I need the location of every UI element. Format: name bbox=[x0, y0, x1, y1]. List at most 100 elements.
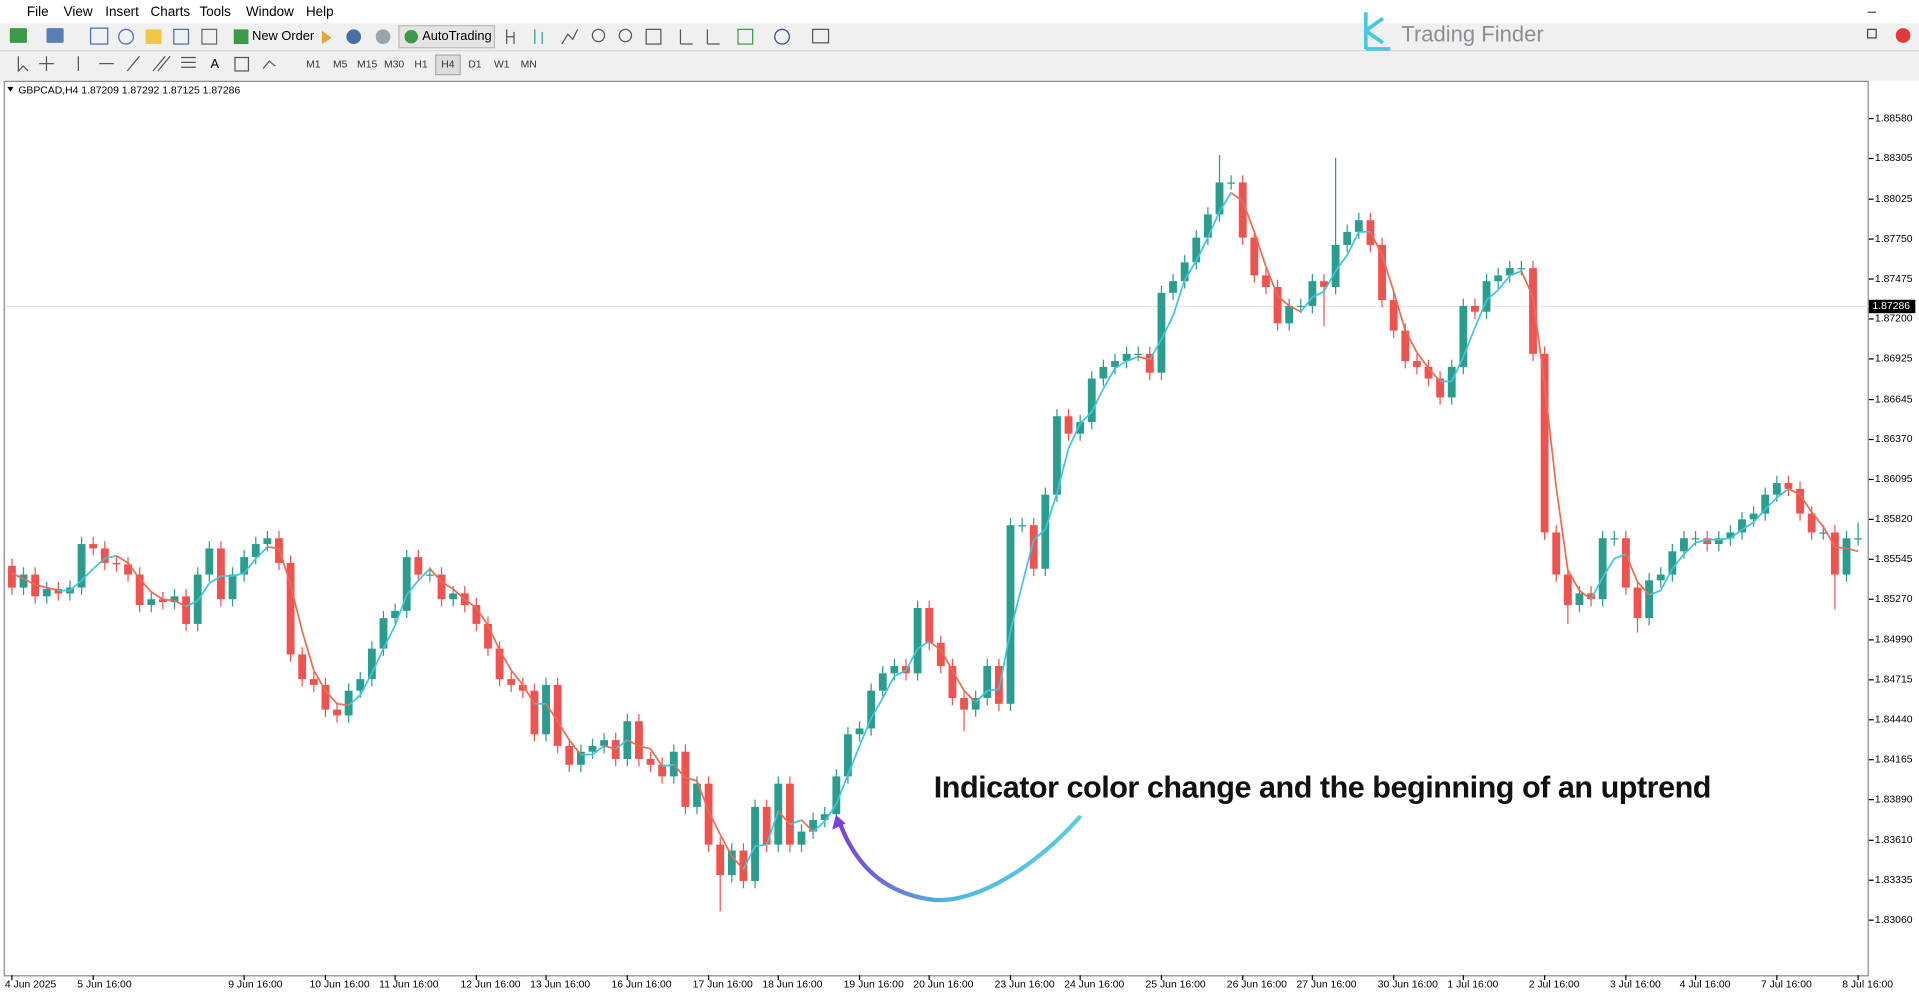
candle-body bbox=[1796, 488, 1804, 514]
zoom-in-icon[interactable] bbox=[591, 28, 606, 43]
menu-item[interactable]: Help bbox=[306, 4, 334, 19]
x-tick-label: 3 Jul 16:00 bbox=[1610, 980, 1661, 991]
indicator-segment bbox=[1788, 488, 1801, 496]
timeframe[interactable]: D1 bbox=[468, 60, 482, 71]
autotrading-button[interactable] bbox=[398, 25, 496, 49]
timeframe[interactable]: W1 bbox=[494, 60, 510, 71]
autoscroll-icon[interactable] bbox=[679, 29, 693, 45]
price-tag-label: 1.87286 bbox=[1872, 301, 1910, 312]
arrows-tool[interactable] bbox=[262, 60, 276, 69]
templates-icon[interactable] bbox=[812, 28, 830, 44]
candle-body bbox=[1621, 538, 1630, 588]
indicator-segment bbox=[1044, 492, 1058, 530]
menu-item[interactable]: Window bbox=[246, 4, 294, 19]
candle-body bbox=[1645, 580, 1654, 619]
indicator-segment bbox=[742, 845, 756, 870]
menu-item[interactable]: File bbox=[27, 4, 49, 19]
signals-icon[interactable] bbox=[346, 29, 362, 45]
restore[interactable] bbox=[1866, 28, 1877, 39]
timeframe[interactable]: H1 bbox=[414, 60, 428, 71]
timeframe[interactable]: H4 bbox=[441, 60, 455, 71]
new-chart-icon[interactable] bbox=[9, 28, 27, 43]
candle-chart-icon[interactable] bbox=[534, 29, 543, 45]
indicator-segment bbox=[11, 572, 24, 580]
logo-text: Trading Finder bbox=[1401, 21, 1543, 46]
autotrading-label[interactable]: AutoTrading bbox=[422, 28, 491, 43]
indicators-icon[interactable] bbox=[737, 28, 754, 45]
cursor-icon[interactable] bbox=[17, 56, 29, 73]
x-tick-label: 4 Jul 16:00 bbox=[1680, 980, 1731, 991]
candle-body bbox=[576, 751, 585, 765]
new-order-button[interactable] bbox=[230, 25, 322, 48]
indicator-segment bbox=[1764, 496, 1778, 510]
timeframe[interactable]: M30 bbox=[384, 60, 404, 71]
fibo-icon[interactable] bbox=[181, 56, 196, 68]
terminal-icon[interactable] bbox=[173, 28, 190, 45]
indicator-segment bbox=[394, 594, 408, 626]
timeframe[interactable]: M15 bbox=[357, 60, 377, 71]
notification-badge[interactable] bbox=[1895, 28, 1911, 43]
candle-body bbox=[820, 814, 829, 820]
x-tick-label: 9 Jun 16:00 bbox=[228, 980, 283, 991]
timeframe[interactable]: MN bbox=[521, 60, 537, 71]
menu-item[interactable]: Charts bbox=[151, 4, 191, 19]
timeframe[interactable]: M5 bbox=[333, 60, 348, 71]
candle-body bbox=[356, 679, 365, 691]
indicator-segment bbox=[1752, 508, 1766, 523]
candle-body bbox=[286, 562, 295, 655]
indicator-segment bbox=[603, 745, 616, 750]
x-tick-label: 11 Jun 16:00 bbox=[379, 980, 439, 991]
text-tool[interactable]: A bbox=[211, 56, 220, 71]
tester-icon[interactable] bbox=[201, 28, 218, 45]
timeframes: M1 M5 M15 M30 H1 H4 D1 W1 MN bbox=[306, 54, 537, 76]
candle-body bbox=[1273, 287, 1282, 324]
label-tool[interactable] bbox=[234, 56, 250, 72]
autotrading-icon bbox=[404, 29, 418, 44]
periods-icon[interactable] bbox=[774, 28, 790, 45]
candle-body bbox=[878, 673, 887, 691]
profiles-icon[interactable] bbox=[46, 28, 64, 43]
candle-body bbox=[100, 548, 109, 563]
trendline-icon[interactable] bbox=[126, 55, 140, 72]
menu-item[interactable]: Tools bbox=[199, 4, 231, 19]
shift-icon[interactable] bbox=[706, 29, 720, 45]
new-order-label[interactable]: New Order bbox=[252, 28, 315, 43]
candle-body bbox=[298, 654, 307, 680]
candle-body bbox=[8, 565, 16, 588]
indicator-segment bbox=[452, 588, 466, 600]
indicator-segment bbox=[1138, 355, 1151, 361]
bar-chart-icon[interactable] bbox=[506, 29, 515, 45]
indicator-segment bbox=[1532, 297, 1546, 385]
data-window-icon[interactable] bbox=[118, 28, 135, 45]
channel-icon[interactable] bbox=[152, 55, 171, 72]
y-tick-label: 1.84715 bbox=[1875, 675, 1913, 686]
menu-item[interactable]: View bbox=[64, 4, 93, 19]
timeframe[interactable]: M1 bbox=[306, 60, 321, 71]
indicator-segment bbox=[1149, 338, 1163, 361]
candle-body bbox=[321, 684, 330, 710]
market-icon[interactable] bbox=[375, 29, 391, 45]
indicator-segment bbox=[46, 586, 59, 592]
menu-item[interactable]: Insert bbox=[105, 4, 139, 19]
navigator-icon[interactable] bbox=[145, 29, 162, 45]
candle-body bbox=[1134, 353, 1143, 356]
line-chart-icon[interactable] bbox=[561, 29, 579, 45]
candle-body bbox=[1563, 574, 1572, 606]
y-tick-label: 1.83890 bbox=[1875, 794, 1913, 805]
candle-body bbox=[1784, 483, 1793, 489]
indicator-segment bbox=[928, 640, 942, 651]
candle-body bbox=[1668, 551, 1677, 575]
zoom-out-icon[interactable] bbox=[618, 28, 633, 43]
crosshair-icon[interactable] bbox=[39, 56, 54, 71]
editor-icon[interactable] bbox=[321, 30, 332, 45]
annotation-arrowhead bbox=[832, 814, 846, 830]
timeframe-active bbox=[435, 54, 461, 76]
candle-body bbox=[739, 850, 748, 881]
tile-icon[interactable] bbox=[645, 28, 662, 45]
indicator-segment bbox=[858, 717, 872, 747]
candle-body bbox=[1169, 281, 1177, 293]
indicator-segment bbox=[232, 572, 245, 577]
indicator-segment bbox=[1241, 201, 1256, 233]
y-tick-label: 1.87750 bbox=[1875, 234, 1913, 245]
market-watch-icon[interactable] bbox=[89, 27, 109, 45]
